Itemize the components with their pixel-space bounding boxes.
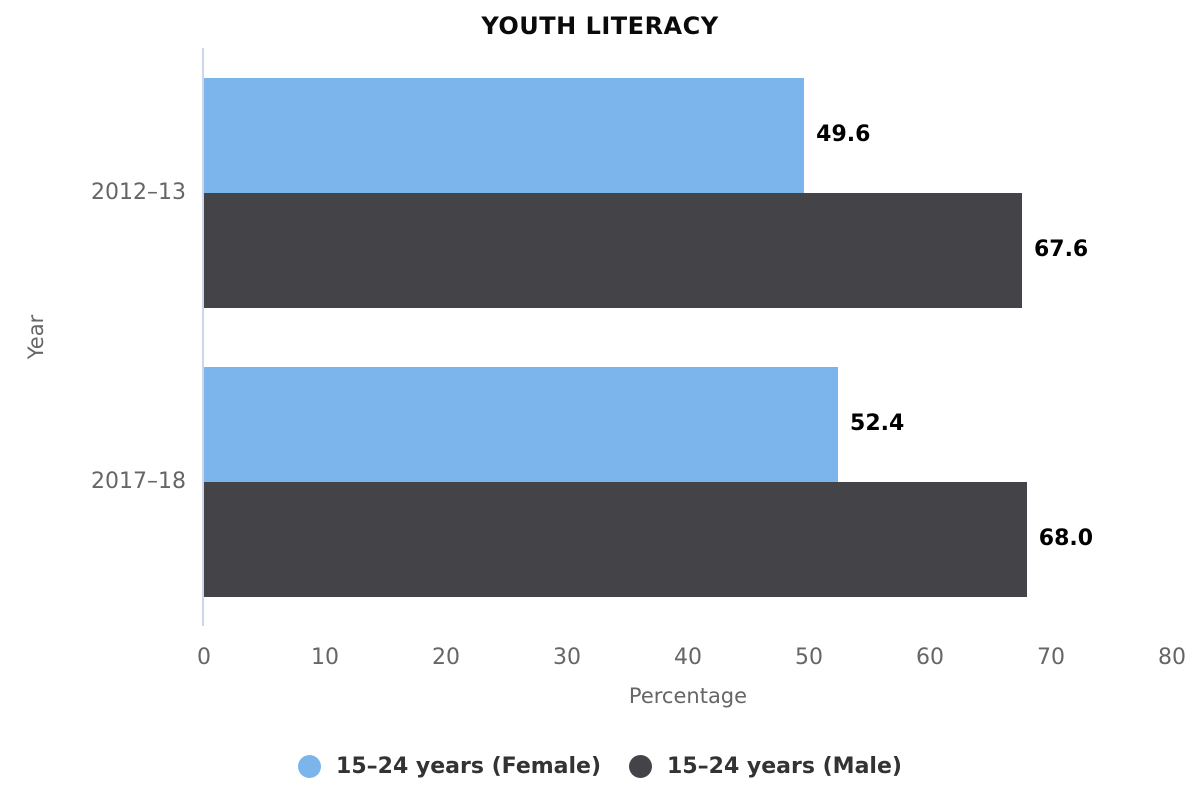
x-tick-label: 0 (197, 645, 211, 670)
bar-value-label: 49.6 (816, 122, 871, 147)
legend-item-male[interactable]: 15–24 years (Male) (629, 754, 902, 779)
bar-female (204, 77, 805, 193)
y-axis-title: Year (24, 314, 48, 360)
legend-marker-icon (298, 755, 322, 778)
y-axis-line (202, 48, 204, 626)
x-tick-label: 20 (432, 645, 460, 670)
bar-male (204, 192, 1022, 308)
y-category-label: 2017–18 (91, 468, 186, 494)
legend-item-female[interactable]: 15–24 years (Female) (298, 754, 601, 779)
bar-female (204, 366, 839, 482)
legend-item-label: 15–24 years (Male) (667, 754, 902, 779)
chart-title: YOUTH LITERACY (481, 12, 719, 40)
x-axis-title: Percentage (628, 684, 748, 708)
legend-marker-icon (629, 755, 653, 778)
x-tick-label: 70 (1037, 645, 1065, 670)
y-category-label: 2012–13 (91, 179, 186, 205)
bar-value-label: 68.0 (1038, 526, 1094, 551)
x-tick-label: 80 (1158, 645, 1186, 670)
x-tick-label: 40 (674, 645, 702, 670)
x-tick-label: 30 (553, 645, 581, 670)
x-tick-label: 10 (311, 645, 339, 670)
x-tick-label: 60 (916, 645, 944, 670)
legend-item-label: 15–24 years (Female) (336, 754, 602, 779)
x-tick-label: 50 (795, 645, 823, 670)
legend: 15–24 years (Female) 15–24 years (Male) (0, 754, 1200, 779)
bar-value-label: 52.4 (850, 411, 905, 436)
bar-value-label: 67.6 (1033, 237, 1089, 262)
bar-male (204, 481, 1027, 597)
